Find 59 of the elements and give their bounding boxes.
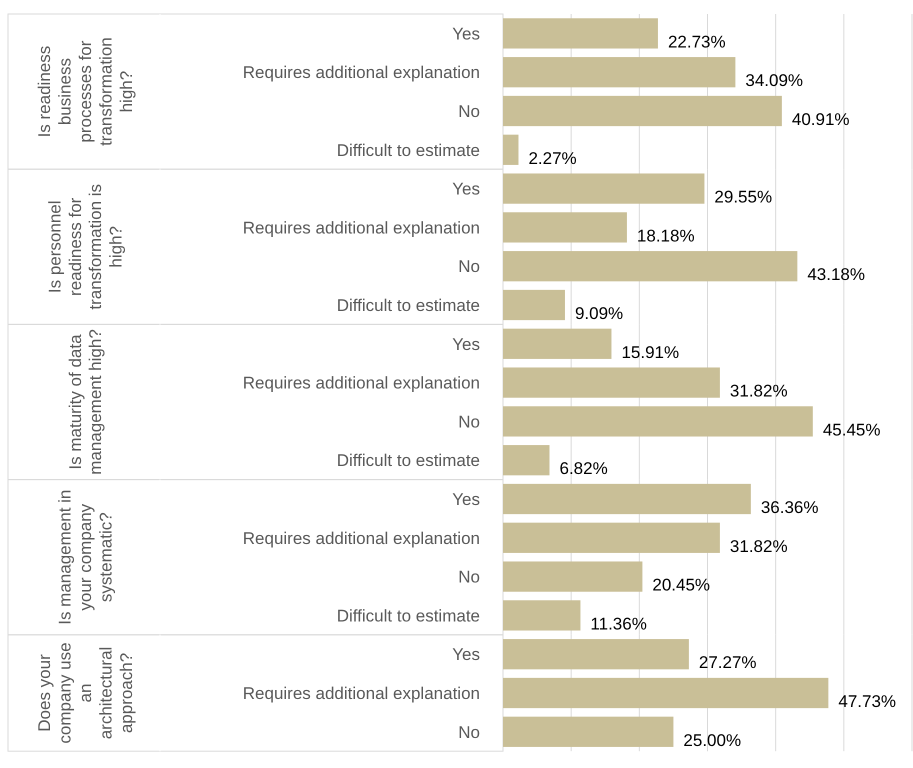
y-tick-label: Requires additional explanation [242,684,480,703]
data-label: 9.09% [574,304,624,323]
data-label: 40.91% [792,110,850,129]
y-tick-label: Difficult to estimate [336,296,480,315]
y-tick-label: Requires additional explanation [242,374,480,393]
y-tick-label: No [458,568,480,587]
bar [503,406,813,437]
y-tick-label: No [458,102,480,121]
y-tick-label: Yes [452,334,480,354]
data-label: 36.36% [760,498,819,517]
data-label: 27.27% [698,653,757,672]
data-label: 47.73% [838,692,896,711]
data-label: 29.55% [714,188,772,207]
bar [503,212,627,243]
data-label: 18.18% [636,226,695,246]
y-axis-title: Is management in your company systematic? [56,490,116,625]
y-axis-title: Does your company use an architectural approach? [35,642,136,744]
y-tick-label: Yes [452,645,480,664]
y-tick-label: Difficult to estimate [336,606,480,626]
data-label: 20.45% [652,576,710,595]
bar [503,173,704,204]
bar [503,561,642,592]
y-tick-label: No [458,257,480,276]
data-label: 22.73% [668,32,726,52]
data-label: 2.27% [528,148,577,168]
data-label: 31.82% [730,536,788,556]
y-axis-title: Is maturity of data management high? [66,329,106,475]
y-tick-label: No [458,412,480,432]
data-label: 11.36% [590,614,647,634]
bar [503,445,550,476]
y-tick-label: Yes [452,490,480,509]
bar [503,367,720,398]
y-tick-label: Requires additional explanation [242,218,480,238]
bar [503,96,782,126]
data-label: 34.09% [745,71,804,90]
y-tick-label: Difficult to estimate [336,451,480,470]
bar [503,600,580,631]
data-label: 15.91% [621,342,680,362]
data-label: 25.00% [683,730,742,750]
data-label: 31.82% [730,382,788,401]
data-label: 45.45% [822,420,880,440]
bar [503,57,736,88]
y-tick-label: Requires additional explanation [242,528,480,548]
bar [503,18,658,49]
bar [503,484,751,514]
y-tick-label: No [458,722,480,742]
bar [503,328,612,359]
y-tick-label: Requires additional explanation [242,63,480,82]
y-axis-title: Is readiness business processes for transformation high? [35,37,136,146]
bar [503,251,798,282]
data-label: 6.82% [559,459,608,478]
y-tick-label: Yes [452,24,480,44]
y-tick-label: Difficult to estimate [336,140,480,160]
data-label: 43.18% [807,265,866,284]
bar [503,290,565,320]
bar [503,134,518,165]
y-tick-label: Yes [452,180,480,199]
bar [503,522,720,553]
y-axis-title: Is personnel readiness for transformation is high? [45,184,126,310]
